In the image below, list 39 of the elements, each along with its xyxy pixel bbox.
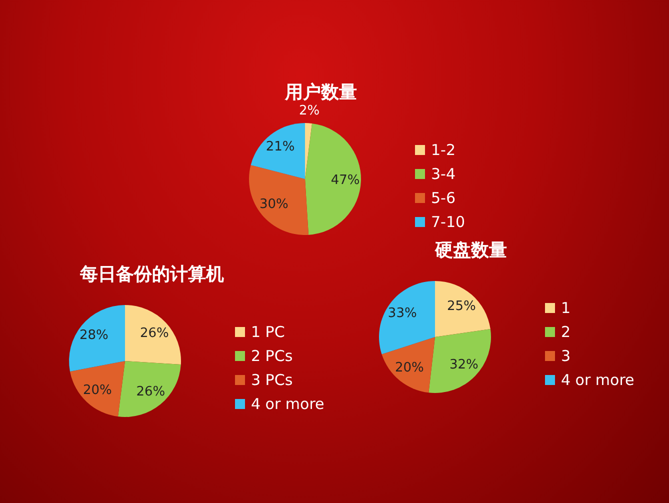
pie-slice bbox=[305, 123, 312, 179]
pie-slice bbox=[249, 165, 309, 235]
legend-label: 4 or more bbox=[251, 394, 324, 415]
chart-title: 硬盘数量 bbox=[435, 239, 507, 262]
chart-title: 用户数量 bbox=[285, 81, 357, 104]
legend-label: 1 bbox=[561, 298, 571, 319]
data-label: 20% bbox=[82, 382, 112, 398]
data-label: 30% bbox=[259, 197, 288, 212]
legend-label: 3 bbox=[561, 346, 571, 367]
data-label: 20% bbox=[395, 360, 424, 376]
chart-title: 每日备份的计算机 bbox=[80, 263, 224, 286]
legend-label: 1-2 bbox=[431, 140, 456, 161]
data-label: 26% bbox=[136, 384, 166, 400]
legend-label: 1 PC bbox=[251, 322, 285, 343]
pie-slice bbox=[70, 361, 125, 417]
pie-slice bbox=[379, 281, 435, 354]
pie-slice bbox=[125, 305, 181, 365]
pie-slice bbox=[435, 281, 490, 337]
legend-label: 4 or more bbox=[561, 370, 634, 391]
legend-label: 3-4 bbox=[431, 164, 456, 185]
legend-label: 3 PCs bbox=[251, 370, 293, 391]
pie-slice bbox=[305, 123, 361, 235]
legend-label: 2 PCs bbox=[251, 346, 293, 367]
data-label: 47% bbox=[330, 172, 360, 188]
data-label: 32% bbox=[449, 358, 478, 373]
data-label: 2% bbox=[298, 104, 320, 119]
pie-slice bbox=[250, 123, 305, 179]
data-label: 21% bbox=[266, 140, 295, 155]
legend-label: 5-6 bbox=[431, 188, 456, 209]
data-label: 28% bbox=[79, 328, 108, 343]
data-label: 33% bbox=[388, 306, 417, 321]
legend-label: 7-10 bbox=[431, 212, 466, 233]
data-label: 26% bbox=[140, 326, 169, 341]
pie-slice bbox=[118, 361, 181, 417]
pie-slice bbox=[382, 337, 435, 393]
pie-slice bbox=[69, 305, 125, 372]
data-label: 25% bbox=[446, 299, 476, 314]
pie-slice bbox=[428, 329, 491, 393]
legend-label: 2 bbox=[561, 322, 571, 343]
